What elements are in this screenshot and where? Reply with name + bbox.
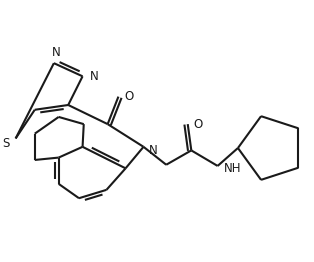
Text: N: N — [149, 144, 157, 157]
Text: O: O — [125, 90, 134, 103]
Text: O: O — [194, 118, 203, 131]
Text: NH: NH — [224, 162, 241, 175]
Text: N: N — [90, 70, 99, 83]
Text: S: S — [3, 137, 10, 150]
Text: N: N — [52, 46, 61, 59]
